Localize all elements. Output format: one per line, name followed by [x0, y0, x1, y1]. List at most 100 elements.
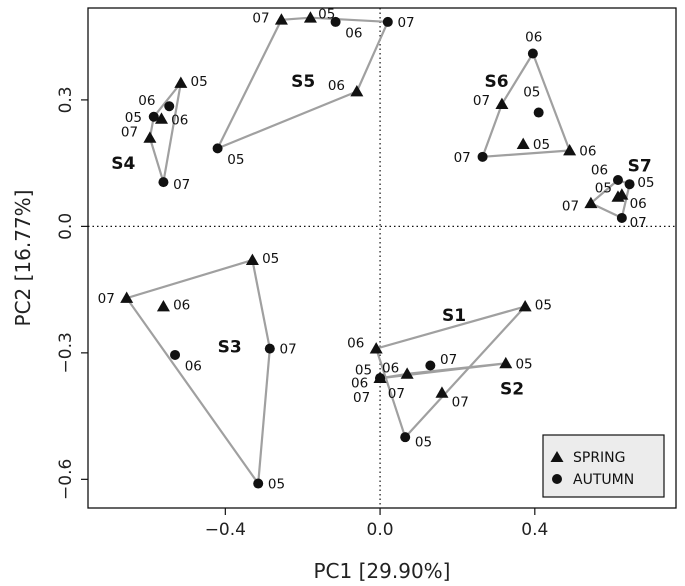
- point-label-s5-06: 06: [328, 78, 345, 94]
- point-s3-spring-05: [245, 253, 259, 265]
- legend-box: [542, 434, 665, 498]
- plot-frame: [87, 7, 677, 509]
- legend: SPRING AUTUMN: [542, 434, 665, 498]
- point-s5-spring-06: [350, 84, 364, 97]
- point-label-s2-05: 05: [355, 363, 372, 379]
- hull-s2: [379, 362, 507, 380]
- point-s5-autumn-06: [330, 16, 341, 27]
- site-label-s1: S1: [442, 306, 466, 326]
- point-label-s5-07: 07: [252, 11, 269, 27]
- legend-circle-marker: [552, 474, 562, 484]
- point-s1-spring-05: [518, 299, 532, 312]
- hull-s6: [481, 52, 571, 158]
- y-tick-label: 0.3: [56, 86, 76, 113]
- x-tick-label: −0.4: [205, 520, 246, 540]
- point-label-s5-05: 05: [227, 152, 244, 168]
- x-axis-title: PC1 [29.90%]: [314, 559, 451, 583]
- y-axis-ticks: 0.3 0.0 −0.3 −0.6: [56, 86, 88, 500]
- point-s4-spring-05: [174, 76, 188, 88]
- point-s6-spring-07: [495, 97, 509, 109]
- point-s7-spring-07: [584, 196, 598, 209]
- point-label-s1-05: 05: [415, 434, 432, 450]
- point-s2-autumn-07: [425, 360, 436, 371]
- point-label-s2-05: 05: [515, 356, 532, 372]
- y-tick-label: 0.0: [56, 213, 76, 240]
- point-label-s4-06: 06: [171, 113, 188, 129]
- site-label-s5: S5: [291, 72, 315, 92]
- point-s4-spring-07: [143, 131, 157, 143]
- reference-lines: [88, 8, 676, 508]
- site-labels: S1 S2 S3 S4 S5 S6 S7: [111, 72, 652, 400]
- hull-s5: [216, 16, 389, 150]
- point-s1-spring-06: [369, 342, 383, 354]
- point-label-s4-07: 07: [173, 177, 190, 193]
- point-label-s2-07: 07: [440, 352, 457, 368]
- point-label-s5-05: 05: [318, 6, 335, 22]
- y-tick-label: −0.3: [56, 332, 76, 373]
- point-s6-spring-06: [563, 143, 577, 156]
- point-s4-autumn-06: [164, 101, 175, 112]
- point-s7-autumn-06: [612, 175, 623, 186]
- point-s5-spring-07: [274, 13, 288, 25]
- point-s6-autumn-06: [527, 48, 538, 59]
- point-s5-autumn-05: [212, 143, 223, 154]
- point-s4-autumn-07: [158, 177, 169, 188]
- point-label-s7-05: 05: [637, 175, 654, 191]
- site-hulls: [125, 16, 631, 485]
- data-points: [120, 11, 635, 489]
- y-axis-title: PC2 [16.77%]: [11, 190, 35, 327]
- point-label-s1-06: 06: [347, 335, 364, 351]
- point-label-s3-06: 06: [173, 297, 190, 313]
- point-label-s3-05: 05: [268, 477, 285, 493]
- point-label-s4-06: 06: [138, 93, 155, 109]
- point-s6-autumn-05: [533, 107, 544, 118]
- point-label-s7-07: 07: [630, 215, 647, 231]
- site-label-s7: S7: [628, 156, 652, 176]
- point-label-s6-07: 07: [473, 93, 490, 109]
- site-label-s3: S3: [218, 338, 242, 358]
- hull-s1: [375, 305, 527, 439]
- point-s1-autumn-05: [400, 432, 411, 443]
- x-tick-label: 0.4: [521, 520, 548, 540]
- point-label-s4-05: 05: [191, 74, 208, 90]
- point-s4-autumn-05: [148, 111, 159, 122]
- point-s3-spring-06: [156, 299, 170, 312]
- point-label-s7-07: 07: [562, 198, 579, 214]
- point-label-s6-05: 05: [533, 137, 550, 153]
- point-s3-autumn-05: [253, 478, 264, 489]
- point-label-s4-07: 07: [121, 125, 138, 141]
- point-s6-spring-05: [516, 137, 530, 150]
- point-label-s3-07: 07: [279, 342, 296, 358]
- point-label-s2-07: 07: [353, 390, 370, 406]
- point-label-s3-05: 05: [262, 251, 279, 267]
- point-s5-spring-05: [303, 11, 317, 23]
- point-label-s7-06: 06: [630, 196, 647, 212]
- point-s4-spring-06: [155, 112, 168, 124]
- point-label-s2-06: 06: [351, 375, 368, 391]
- point-label-s6-07: 07: [454, 150, 471, 166]
- point-label-s6-06: 06: [525, 30, 542, 46]
- point-s2-spring-05: [499, 356, 513, 369]
- site-label-s2: S2: [500, 380, 524, 400]
- point-s2-autumn-07: [375, 373, 386, 384]
- point-s3-autumn-07: [264, 343, 275, 354]
- point-label-s3-07: 07: [98, 291, 115, 307]
- point-label-s2-06: 06: [382, 361, 399, 377]
- point-label-s3-06: 06: [185, 359, 202, 375]
- point-s2-spring-06: [400, 367, 414, 379]
- point-label-s1-07: 07: [452, 394, 469, 410]
- point-label-s5-07: 07: [397, 15, 414, 31]
- point-label-s1-05: 05: [535, 297, 552, 313]
- point-s5-autumn-07: [382, 16, 393, 27]
- point-s6-autumn-07: [477, 151, 488, 162]
- site-label-s4: S4: [111, 154, 135, 174]
- point-s7-spring-06: [615, 188, 629, 200]
- legend-triangle-marker: [550, 451, 564, 462]
- point-s1-spring-07: [435, 386, 449, 398]
- point-s3-spring-07: [120, 291, 134, 303]
- point-label-s7-05: 05: [595, 181, 612, 197]
- point-label-s6-06: 06: [579, 143, 596, 159]
- y-tick-label: −0.6: [56, 459, 76, 500]
